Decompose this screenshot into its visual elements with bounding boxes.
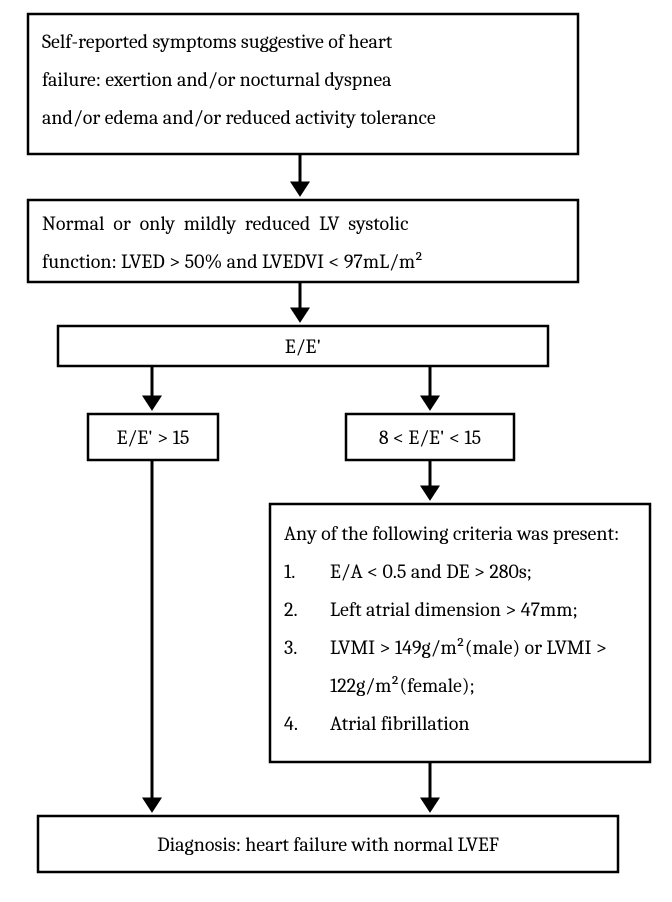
criteria-line: Atrial fibrillation [330, 712, 470, 735]
criteria-line: Left atrial dimension > 47mm; [330, 598, 578, 621]
symptoms-line: Self-reported symptoms suggestive of hea… [42, 30, 393, 53]
arrowhead-split-to-ee-mid [421, 396, 439, 410]
diagnosis-label: Diagnosis: heart failure with normal LVE… [157, 833, 499, 856]
criteria-line: LVMI > 149g/m²(male) or LVMI > [330, 636, 607, 659]
criteria-num: 2. [284, 598, 298, 621]
lv-function-line: Normal or only mildly reduced LV systoli… [42, 212, 409, 235]
arrowhead-split-to-ee-high [143, 396, 161, 410]
criteria-title: Any of the following criteria was presen… [284, 522, 619, 545]
split-bar-label: E/E' [285, 335, 321, 358]
criteria-line: E/A < 0.5 and DE > 280s; [330, 560, 532, 583]
arrowhead-symptoms-to-lv [291, 182, 309, 196]
ee-mid-label: 8 < E/E' < 15 [379, 426, 481, 449]
criteria-num: 3. [284, 636, 297, 659]
lv-function-line: function: LVED > 50% and LVEDVI < 97mL/m… [42, 250, 423, 273]
criteria-num: 1. [284, 560, 295, 583]
arrowhead-ee-high-to-diag [143, 798, 161, 812]
criteria-num: 4. [284, 712, 298, 735]
arrowhead-ee-mid-to-criteria [421, 486, 439, 500]
criteria-line: 122g/m²(female); [330, 674, 475, 697]
arrowhead-lv-to-split [291, 308, 309, 322]
symptoms-line: failure: exertion and/or nocturnal dyspn… [42, 68, 392, 91]
symptoms-line: and/or edema and/or reduced activity tol… [42, 106, 436, 129]
ee-high-label: E/E' > 15 [117, 426, 190, 449]
arrowhead-criteria-to-diag [421, 798, 439, 812]
